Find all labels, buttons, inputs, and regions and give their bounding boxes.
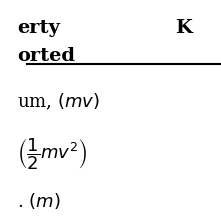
Text: . $(m)$: . $(m)$ <box>17 191 61 211</box>
Text: um, $(mv)$: um, $(mv)$ <box>17 91 100 112</box>
Text: orted: orted <box>17 47 75 65</box>
Text: K: K <box>175 19 192 37</box>
Text: $\left(\dfrac{1}{2}mv^2\right)$: $\left(\dfrac{1}{2}mv^2\right)$ <box>17 136 88 171</box>
Text: erty: erty <box>17 19 60 37</box>
